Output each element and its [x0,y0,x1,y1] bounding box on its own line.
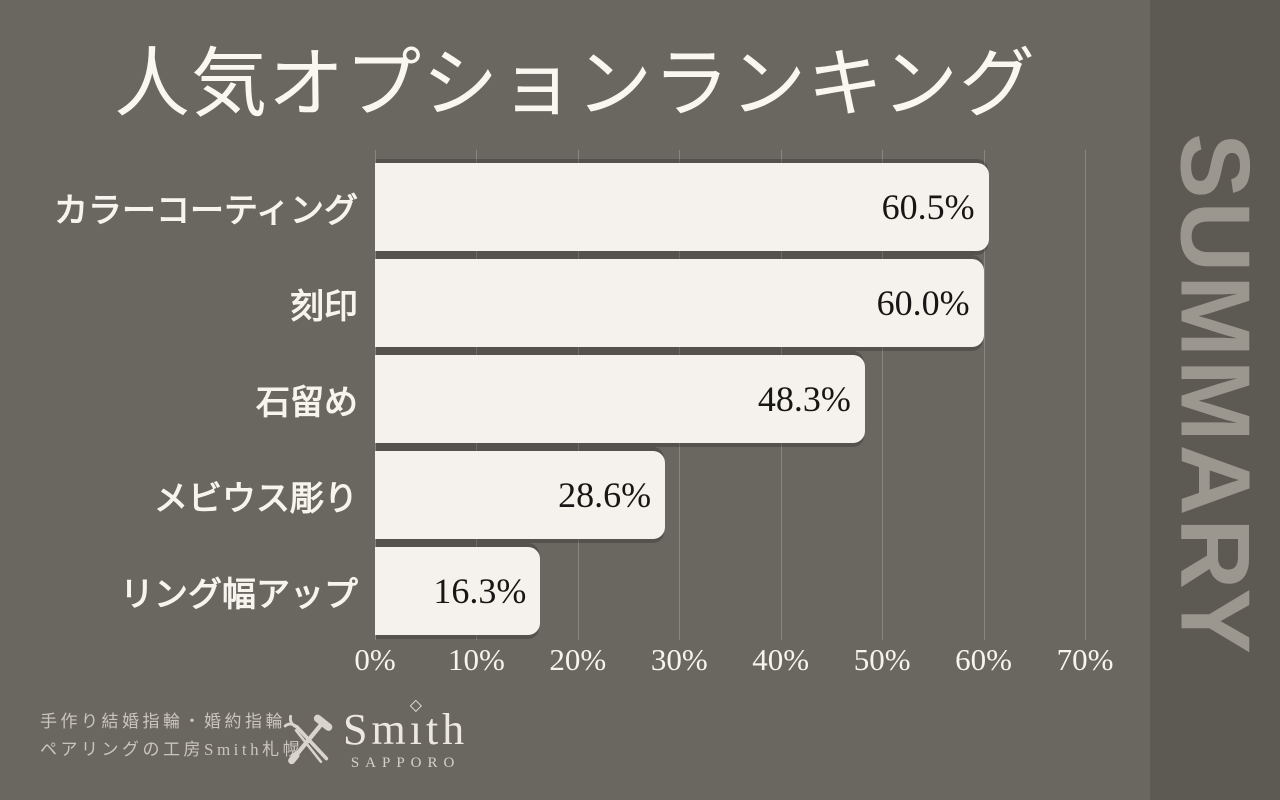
options-ranking-chart: カラーコーティング 60.5% 刻印 60.0% 石留め 48.3% メビウス彫り 28.6%… [0,150,1150,713]
x-axis-tick: 40% [752,642,810,677]
footer-tagline: 手作り結婚指輪・婚約指輪 ペアリングの工房Smith札幌 [40,708,303,764]
x-axis-tick: 0% [354,642,396,677]
x-axis-tick: 50% [853,642,911,677]
chart-plot: カラーコーティング 60.5% 刻印 60.0% 石留め 48.3% メビウス彫り 28.6%… [0,150,1150,713]
x-axis-tick: 10% [448,642,505,677]
bar-value-label: 60.5% [881,187,975,227]
x-axis: 0% 10% 20% 30% 40% 50% 60% 70% [0,641,1150,679]
bar: 60.0% [375,259,984,347]
category-label: カラーコーティング [54,192,358,230]
x-axis-tick: 20% [549,642,607,677]
chart-row: リング幅アップ 16.3% [0,547,1150,635]
bar: 16.3% [375,547,541,635]
bar-value-label: 48.3% [757,379,851,419]
smith-logo: Smı ◇ th SAPPORO [283,697,469,772]
chart-row: 石留め 48.3% [0,355,1150,443]
x-axis-tick: 70% [1056,642,1114,677]
category-label: リング幅アップ [120,576,358,614]
gridline [1085,150,1086,640]
logo-text: Smı ◇ th SAPPORO [343,697,469,772]
category-label: 刻印 [290,288,358,326]
footer-tagline-line2: ペアリングの工房Smith札幌 [40,740,304,759]
logo-subtitle: SAPPORO [350,755,461,771]
bar-value-label: 60.0% [876,283,970,323]
chart-row: カラーコーティング 60.5% [0,163,1150,251]
footer-tagline-line1: 手作り結婚指輪・婚約指輪 [40,712,286,731]
category-label: 石留め [256,384,358,422]
logo-wordmark: Smı ◇ th [343,697,469,754]
bar: 60.5% [375,163,989,251]
bar: 28.6% [375,451,666,539]
main-area: 人気オプションランキング カラーコーティング 60.5% 刻印 60.0% 石留め 48.… [0,43,1150,800]
bar: 48.3% [375,355,865,443]
crossed-jewelry-tools-icon [283,714,333,765]
x-axis-tick: 60% [955,642,1012,677]
x-axis-tick: 30% [650,642,708,677]
category-label: メビウス彫り [154,480,358,518]
chart-row: 刻印 60.0% [0,259,1150,347]
summary-sidebar: SUMMARY [1150,0,1280,800]
bar-value-label: 16.3% [433,571,527,611]
bar-value-label: 28.6% [558,475,652,515]
footer: 手作り結婚指輪・婚約指輪 ペアリングの工房Smith札幌 [0,697,1150,800]
gridline [983,150,985,640]
chart-row: メビウス彫り 28.6% [0,451,1150,539]
gridline [882,150,884,640]
page-title: 人気オプションランキング [114,43,1036,127]
diamond-icon: ◇ [409,697,426,715]
summary-vertical-label: SUMMARY [1160,133,1271,657]
